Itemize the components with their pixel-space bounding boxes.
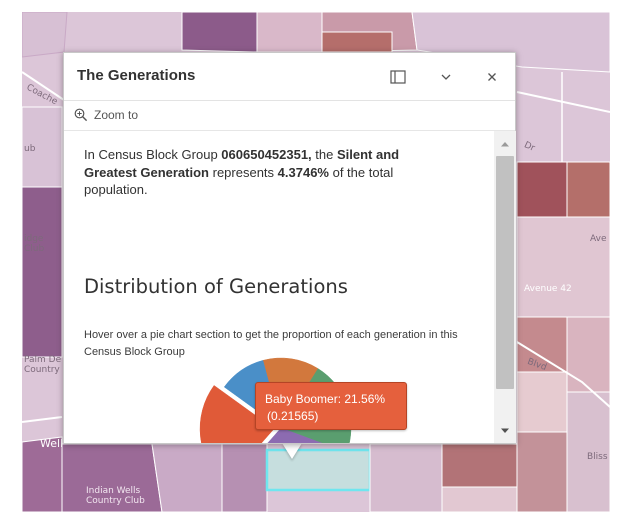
dock-icon (390, 70, 406, 84)
arrow-down-icon (501, 428, 509, 433)
popup-pointer (282, 443, 302, 459)
scroll-down-button[interactable] (494, 423, 516, 439)
dock-button[interactable] (386, 65, 410, 89)
popup-actions-bar: Zoom to (64, 101, 515, 131)
map-label-avenue-42: Avenue 42 (524, 284, 572, 294)
section-description: Hover over a pie chart section to get th… (84, 329, 458, 358)
summary-prefix: In Census Block Group (84, 147, 222, 162)
summary-middle: the (311, 147, 337, 162)
zoom-in-icon (74, 108, 88, 122)
map-label-ave: Ave (590, 234, 607, 244)
section-title: Distribution of Generations (84, 275, 348, 298)
summary-suffix: of the total population. (84, 164, 394, 198)
generation-percent: 4.3746% (277, 164, 329, 180)
block-group-id: 060650452351, (221, 147, 312, 162)
close-icon (488, 73, 496, 81)
generation-name: Silent and Greatest Generation (84, 147, 400, 180)
arrow-up-icon (501, 142, 509, 147)
collapse-button[interactable] (434, 65, 458, 89)
zoom-to-button[interactable]: Zoom to (74, 108, 138, 122)
map-label-ridge-club: idge Club (24, 234, 45, 254)
popup-panel: The Generations (63, 52, 516, 444)
close-button[interactable] (480, 65, 504, 89)
scroll-thumb[interactable] (496, 156, 514, 389)
popup-content[interactable]: In Census Block Group 060650452351, the … (64, 131, 494, 443)
popup-title: The Generations (77, 67, 196, 84)
scroll-up-button[interactable] (494, 136, 516, 152)
map-label-indian-wells: Well (40, 437, 64, 450)
map-label-club: ub (24, 144, 36, 154)
popup-header: The Generations (64, 53, 515, 101)
pie-slice-2[interactable] (252, 427, 346, 443)
summary-text: In Census Block Group 060650452351, the … (84, 146, 439, 199)
map-label-indian-wells-cc: Indian Wells Country Club (86, 486, 145, 506)
chevron-down-icon (441, 74, 451, 80)
tooltip-line-1: Baby Boomer: 21.56% (265, 392, 386, 406)
summary-represents: represents (209, 164, 278, 180)
tooltip-line-2: (0.21565) (267, 409, 319, 423)
scrollbar[interactable] (494, 131, 516, 443)
map-label-bliss: Bliss (587, 452, 608, 462)
zoom-to-label: Zoom to (94, 108, 139, 122)
pie-slice-3[interactable] (235, 427, 282, 443)
chart-tooltip: Baby Boomer: 21.56% (0.21565) (255, 382, 407, 430)
